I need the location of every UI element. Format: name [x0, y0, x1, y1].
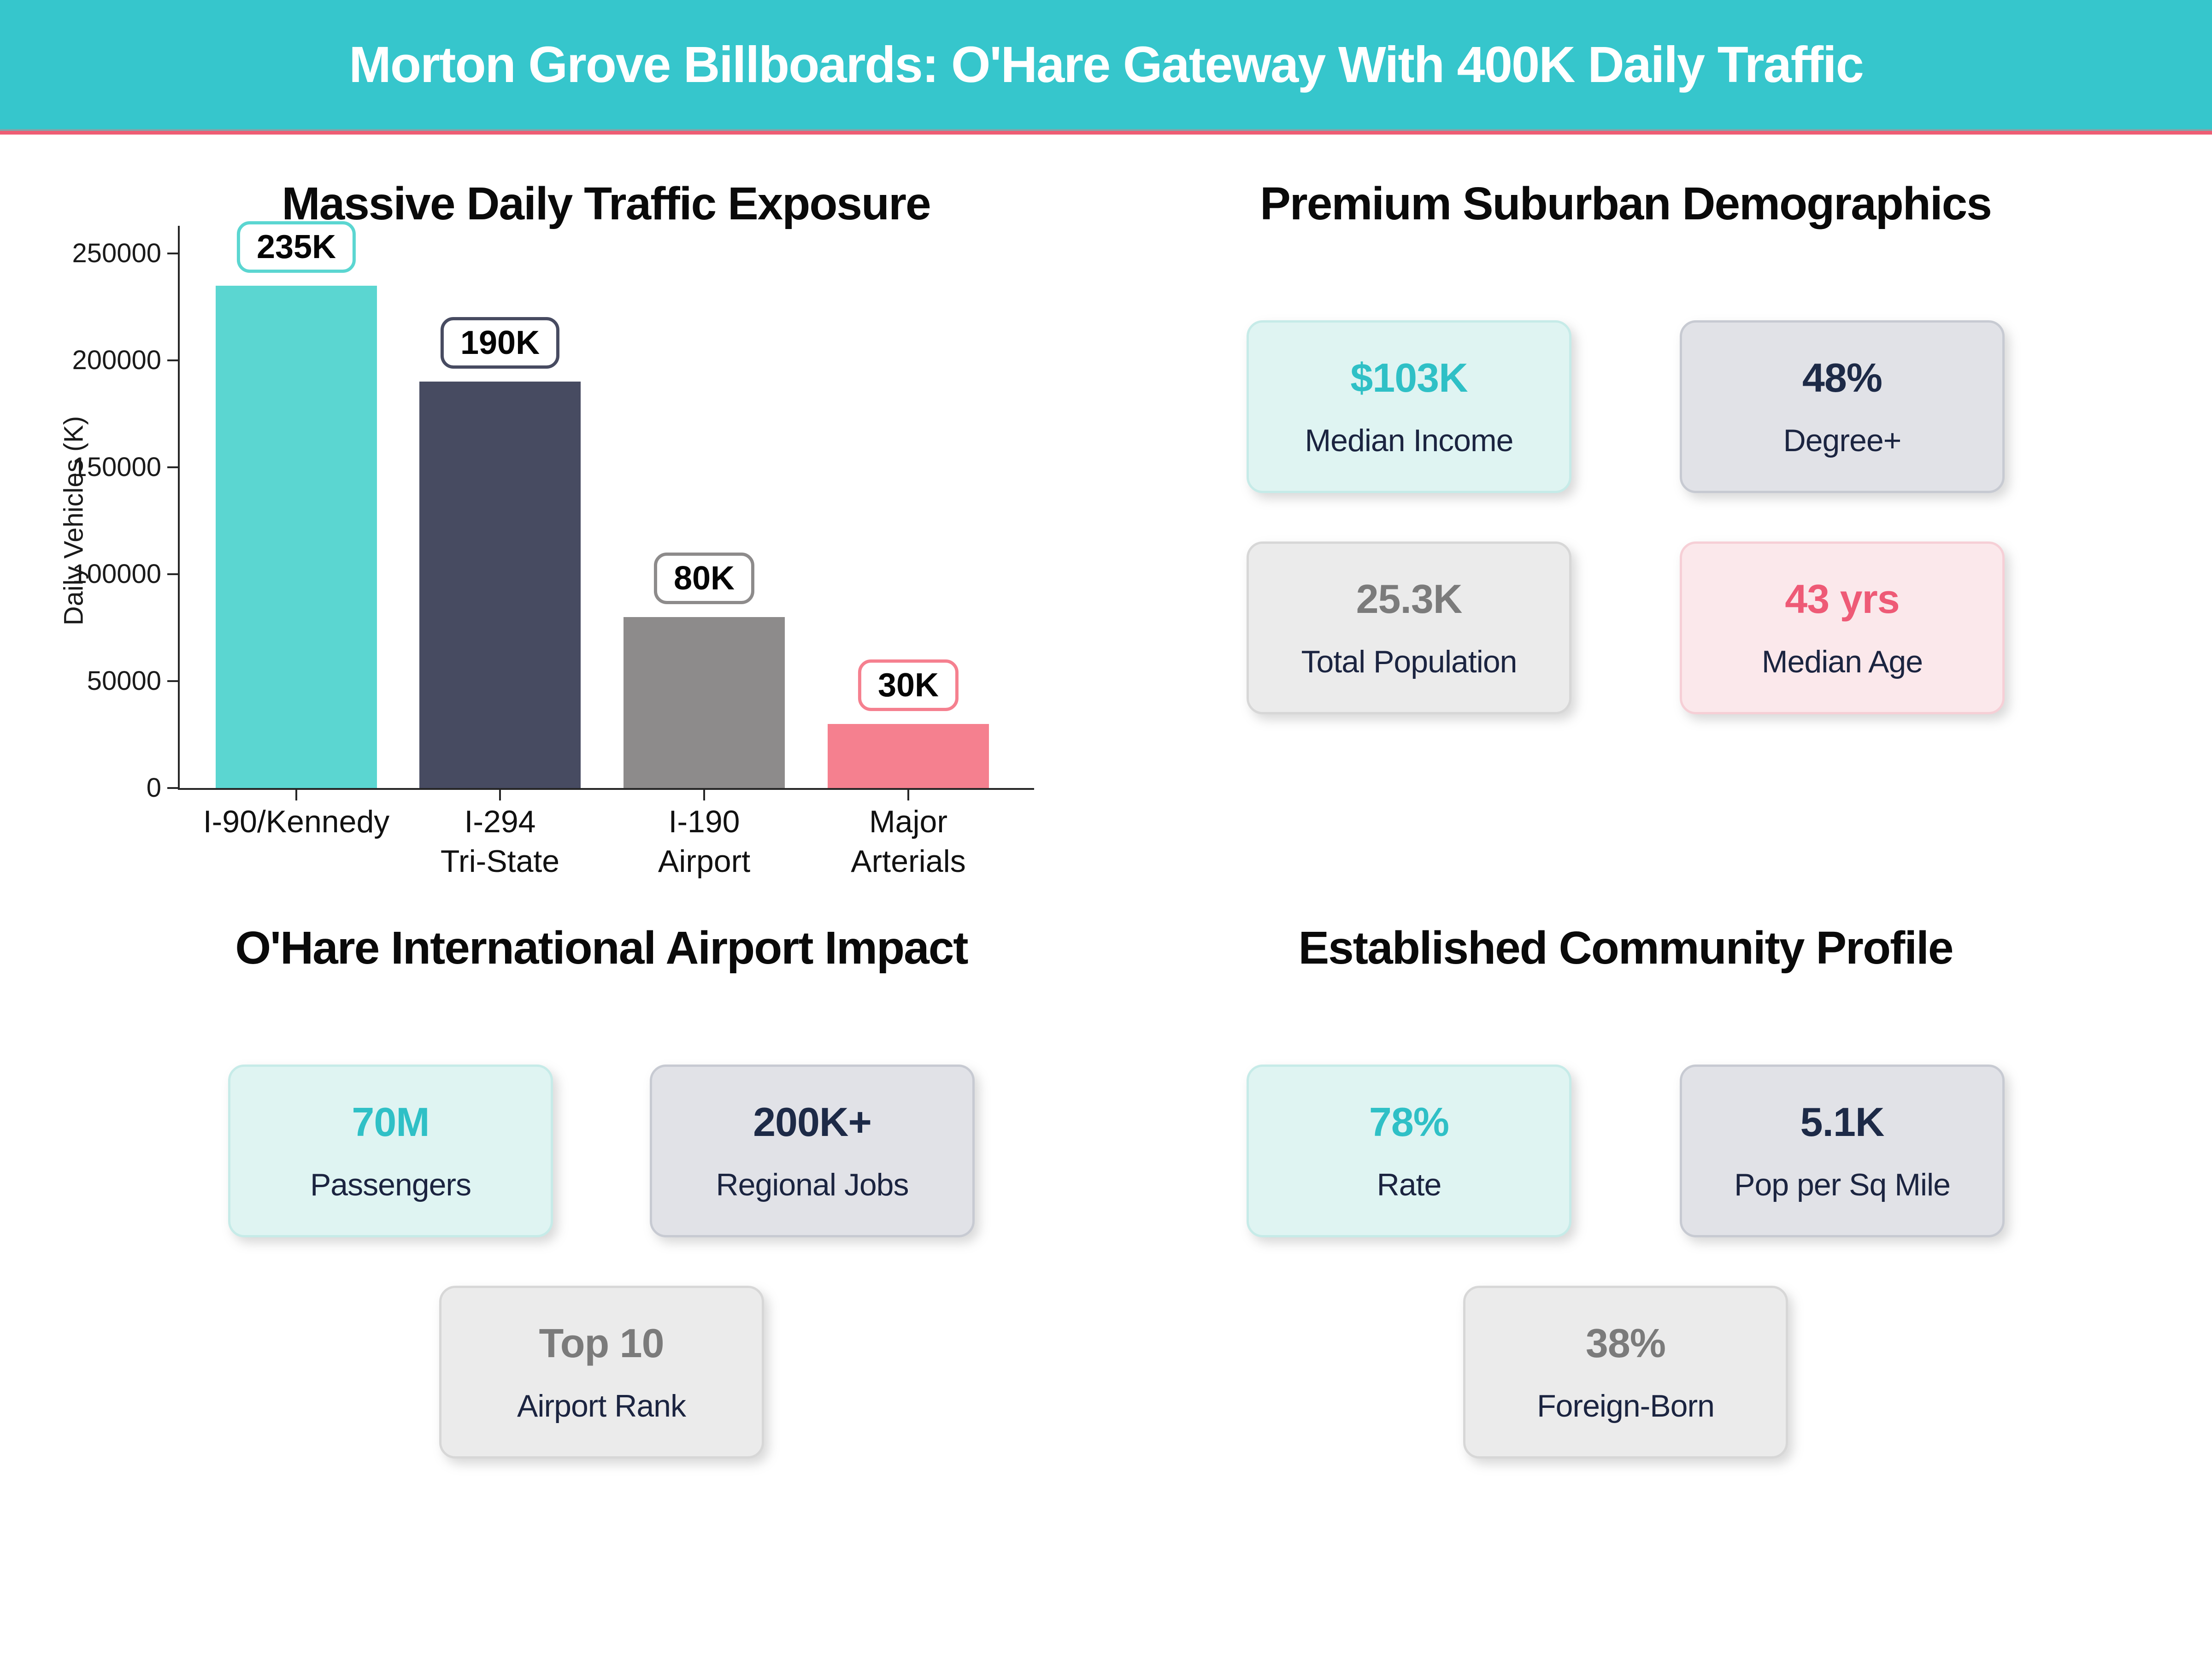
- stat-value: Top 10: [539, 1320, 664, 1366]
- stat-value: 25.3K: [1356, 576, 1463, 622]
- x-tick-label-major-arterials: Major Arterials: [851, 804, 966, 879]
- card-row: 38% Foreign-Born: [1247, 1286, 2005, 1459]
- y-tick-label: 250000: [72, 238, 161, 268]
- y-tick-label: 0: [146, 773, 161, 803]
- stat-value: 38%: [1585, 1320, 1666, 1366]
- stat-label: Pop per Sq Mile: [1734, 1167, 1951, 1202]
- card-row: Top 10 Airport Rank: [228, 1286, 975, 1459]
- stat-value: 43 yrs: [1785, 576, 1900, 622]
- bar-major-arterials: [828, 724, 989, 788]
- airport-title: O'Hare International Airport Impact: [235, 922, 968, 974]
- demographics-card-grid: $103K Median Income 48% Degree+ 25.3K Total P…: [1247, 320, 2005, 714]
- stat-card-median-income: $103K Median Income: [1247, 320, 1571, 493]
- y-tick-label: 100000: [72, 559, 161, 589]
- stat-value: 48%: [1802, 354, 1883, 400]
- y-tick-mark: [167, 359, 178, 361]
- stat-label: Total Population: [1301, 644, 1518, 679]
- stat-label: Rate: [1377, 1167, 1442, 1202]
- stat-value: 78%: [1369, 1099, 1449, 1145]
- stat-label: Median Age: [1761, 644, 1923, 679]
- card-row: 70M Passengers 200K+ Regional Jobs: [228, 1065, 975, 1237]
- y-tick-label: 150000: [72, 452, 161, 482]
- y-tick-mark: [167, 787, 178, 789]
- stat-value: 5.1K: [1800, 1099, 1885, 1145]
- x-axis-spine: [178, 788, 1034, 790]
- community-card-grid: 78% Rate 5.1K Pop per Sq Mile 38% Foreign-Bor…: [1247, 1065, 2005, 1459]
- x-tick-label-i-190-airport: I-190 Airport: [658, 804, 751, 879]
- y-tick-mark: [167, 466, 178, 468]
- x-tick-mark: [703, 790, 705, 800]
- bar-value-label-major-arterials: 30K: [858, 659, 959, 711]
- stat-card-total-population: 25.3K Total Population: [1247, 541, 1571, 714]
- traffic-chart-title: Massive Daily Traffic Exposure: [282, 178, 931, 229]
- stat-label: Airport Rank: [517, 1388, 686, 1424]
- stat-card-degree: 48% Degree+: [1680, 320, 2005, 493]
- community-title: Established Community Profile: [1298, 922, 1953, 974]
- header-banner: Morton Grove Billboards: O'Hare Gateway …: [0, 0, 2212, 129]
- bar-i-294-tri-state: [419, 382, 581, 788]
- bar-value-label-i-190-airport: 80K: [653, 552, 755, 604]
- stat-card-regional-jobs: 200K+ Regional Jobs: [650, 1065, 975, 1237]
- stat-card-pop-per-sq-mile: 5.1K Pop per Sq Mile: [1680, 1065, 2005, 1237]
- stat-label: Foreign-Born: [1537, 1388, 1715, 1424]
- page-title: Morton Grove Billboards: O'Hare Gateway …: [349, 36, 1864, 93]
- y-tick-mark: [167, 253, 178, 254]
- stat-label: Regional Jobs: [716, 1167, 909, 1202]
- y-axis-label: Daily Vehicles (K): [59, 416, 89, 626]
- stat-label: Median Income: [1305, 423, 1514, 458]
- bar-i-190-airport: [624, 617, 785, 788]
- stat-value: 70M: [352, 1099, 429, 1145]
- stat-card-passengers: 70M Passengers: [228, 1065, 553, 1237]
- stat-card-airport-rank: Top 10 Airport Rank: [439, 1286, 764, 1459]
- card-row: 25.3K Total Population 43 yrs Median Age: [1247, 541, 2005, 714]
- x-tick-mark: [499, 790, 501, 800]
- card-row: $103K Median Income 48% Degree+: [1247, 320, 2005, 493]
- bar-value-label-i-294-tri-state: 190K: [440, 317, 560, 369]
- bar-chart: 0 50000 100000 150000 200000 250000 235K I-90/K…: [72, 221, 1034, 879]
- y-tick-label: 50000: [87, 666, 161, 696]
- y-axis-spine: [178, 226, 180, 790]
- y-tick-mark: [167, 680, 178, 682]
- x-tick-label-i-294-tri-state: I-294 Tri-State: [440, 804, 560, 879]
- demographics-title: Premium Suburban Demographics: [1260, 178, 1992, 229]
- stat-label: Degree+: [1783, 423, 1902, 458]
- card-row: 78% Rate 5.1K Pop per Sq Mile: [1247, 1065, 2005, 1237]
- stat-value: 200K+: [753, 1099, 872, 1145]
- y-tick-mark: [167, 573, 178, 575]
- airport-card-grid: 70M Passengers 200K+ Regional Jobs Top 10 Air…: [228, 1065, 975, 1459]
- x-tick-mark: [295, 790, 297, 800]
- stat-card-rate: 78% Rate: [1247, 1065, 1571, 1237]
- x-tick-label-i-90-kennedy: I-90/Kennedy: [203, 804, 390, 839]
- bar-value-label-i-90-kennedy: 235K: [236, 221, 356, 273]
- x-tick-mark: [907, 790, 909, 800]
- header-accent-bar: [0, 129, 2212, 135]
- bar-i-90-kennedy: [216, 285, 377, 788]
- stat-card-foreign-born: 38% Foreign-Born: [1463, 1286, 1788, 1459]
- stat-card-median-age: 43 yrs Median Age: [1680, 541, 2005, 714]
- stat-value: $103K: [1350, 354, 1468, 400]
- y-tick-label: 200000: [72, 345, 161, 375]
- stat-label: Passengers: [310, 1167, 471, 1202]
